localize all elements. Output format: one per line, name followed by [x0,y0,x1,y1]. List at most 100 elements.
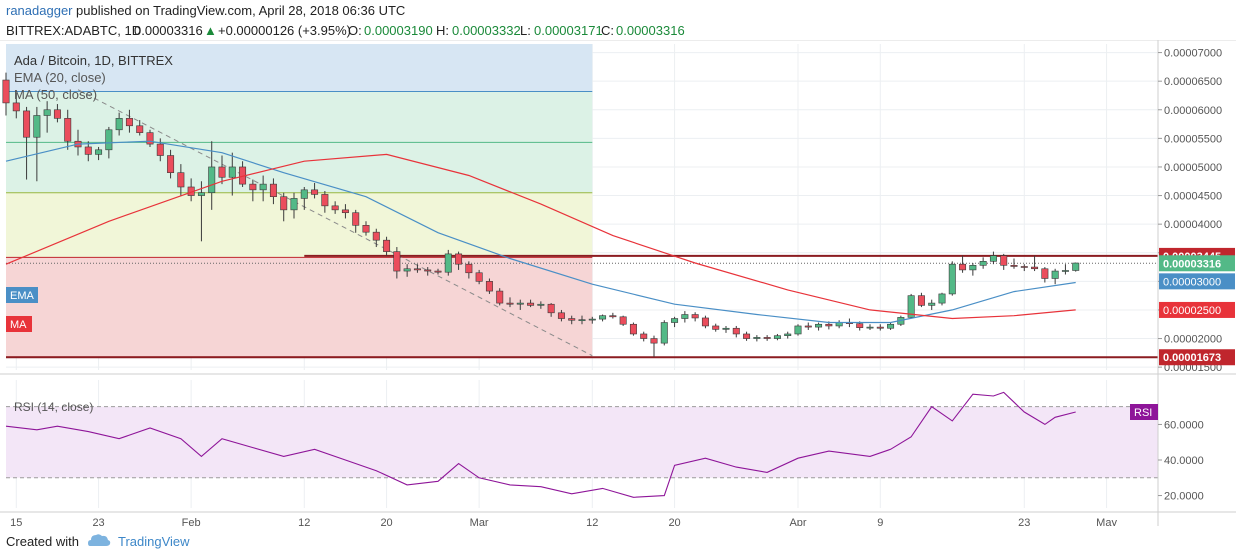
ma-line [5,153,1076,320]
candle-body [12,102,20,112]
symbol-name: BITTREX:ADABTC, 1D [6,23,142,38]
candle-body [907,295,915,318]
ma-tag [6,316,32,332]
price-tick-label: 0.00006500 [1164,76,1222,88]
candle-body [269,183,277,198]
candle-body [362,225,370,233]
candle-body [197,192,205,196]
candle-body [95,149,103,155]
candle-body [311,189,319,195]
low-label: L: [520,23,531,38]
candle-body [989,255,997,262]
price-label-text: 0.00002500 [1163,305,1221,317]
price-tick-label: 0.00005000 [1164,162,1222,174]
price-tick-label: 0.00005500 [1164,133,1222,145]
candle-body [856,323,864,328]
price-change: +0.00000126 (+3.95%) [218,23,351,38]
ema-tag-text: EMA [10,290,35,302]
rsi-band [6,406,1158,478]
candle-body [455,253,463,265]
candle-body [218,166,226,178]
open-label: O: [348,23,362,38]
candle-body [712,325,720,330]
price-label-box [1159,273,1235,290]
candle-body [763,337,771,339]
date-tick-label: 12 [298,517,310,526]
candle-body [609,315,617,318]
ema-legend: EMA (20, close) [14,70,106,85]
candle-body [352,212,360,226]
author-link[interactable]: ranadagger [6,3,73,18]
candle-body [475,272,483,282]
candle-body [2,79,10,104]
candle-body [280,196,288,211]
candle-body [23,110,31,138]
candle-body [691,314,699,319]
date-tick-label: 20 [668,517,680,526]
created-with-text: Created with [6,534,79,549]
candle-body [53,109,61,119]
price-label-box [1159,255,1235,272]
candle-body [496,290,504,304]
candle-body [64,118,72,142]
candle-body [321,194,329,207]
candle-body [887,323,895,329]
candle-body [701,317,709,327]
date-tick-label: 23 [1018,517,1030,526]
candle-body [866,326,874,329]
rsi-line [5,391,1076,498]
candle-body [444,253,452,273]
candle-body [465,263,473,274]
candle-body [568,318,576,321]
candle-body [1031,266,1039,270]
candle-body [1061,270,1069,272]
candle-body [146,132,154,145]
candle-body [331,205,339,211]
candle-body [1041,268,1049,279]
ema-line [5,140,1076,324]
candle-body [979,261,987,266]
date-tick-label: 20 [380,517,392,526]
candle-body [928,302,936,306]
tradingview-link[interactable]: TradingView [118,534,190,549]
candle-body [383,239,391,252]
footer: Created with TradingView [0,526,1236,558]
candle-body [876,326,884,329]
candle-body [516,302,524,305]
candle-body [640,333,648,339]
price-tick-label: 0.00004000 [1164,219,1222,231]
candle-body [485,281,493,292]
candle-body [681,314,689,319]
candle-body [136,125,144,133]
candle-body [1010,265,1018,267]
price-chart[interactable]: 0.00007000 0.00006500 0.00006000 0.00005500… [0,40,1236,526]
high-label: H: [436,23,449,38]
candle-body [578,319,586,321]
tradingview-logo-icon[interactable] [86,530,112,550]
rsi-tick-label: 60.0000 [1164,419,1204,431]
fib-zone [6,91,593,143]
candle-body [773,335,781,339]
high-value: 0.00003332 [452,23,521,38]
price-label-text: 0.00003000 [1163,276,1221,288]
price-label-box [1159,349,1235,366]
date-tick-label: 15 [10,517,22,526]
candle-body [588,318,596,321]
date-tick-label: May [1096,517,1117,526]
price-tick-label: 0.00007000 [1164,48,1222,60]
publish-info: ranadagger published on TradingView.com,… [0,0,1236,20]
candle-body [743,333,751,339]
candle-body [372,231,380,241]
price-tick-label: 0.00002000 [1164,334,1222,346]
candle-body [650,338,658,344]
candle-body [794,325,802,335]
candle-body [1051,270,1059,279]
candle-body [959,263,967,271]
price-tick-label: 0.00004500 [1164,191,1222,203]
candle-body [413,268,421,271]
candle-body [660,322,668,344]
candle-body [434,270,442,273]
candle-body [105,129,113,151]
rsi-legend: RSI (14, close) [14,400,93,414]
candle-body [969,265,977,271]
